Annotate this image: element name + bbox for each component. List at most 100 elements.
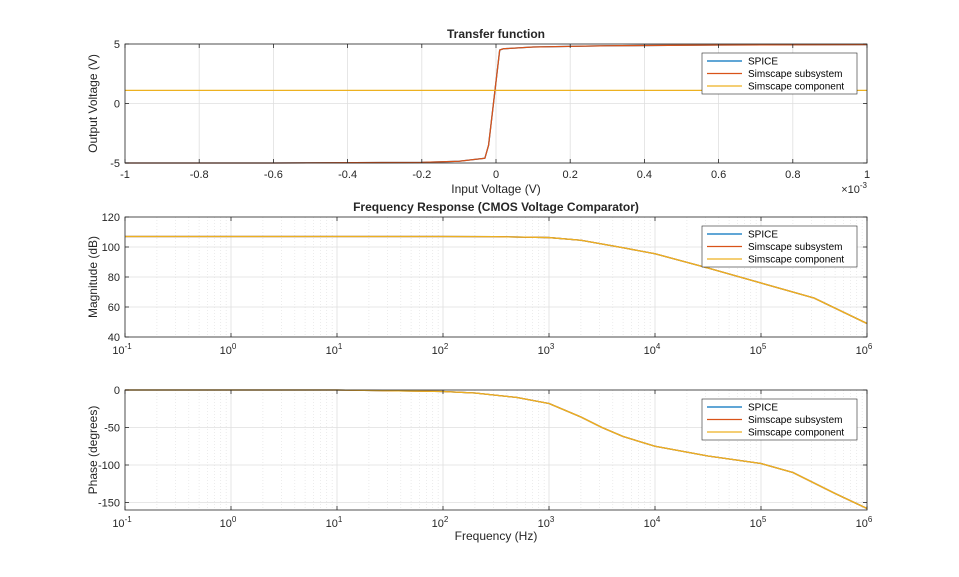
x-axis-label: Frequency (Hz) — [455, 529, 538, 543]
x-tick-label-exponent: -1 — [125, 515, 133, 524]
series-line-simscape-component — [125, 389, 868, 510]
chart-title: Transfer function — [447, 27, 545, 41]
x-tick-label: 103 — [538, 342, 555, 357]
x-tick-label: 0.8 — [785, 169, 800, 181]
x-tick-label-base: 10 — [856, 345, 868, 357]
x-tick-label-exponent: 0 — [232, 342, 237, 351]
x-tick-label-base: 10 — [750, 518, 762, 530]
y-tick-label: -5 — [110, 158, 120, 170]
legend-label: Simscape subsystem — [748, 69, 842, 80]
x-tick-label-base: 10 — [220, 518, 232, 530]
x-tick-label-base: 10 — [220, 345, 232, 357]
x-axis-exponent-base: ×10 — [841, 184, 860, 196]
x-tick-label-exponent: 5 — [762, 342, 767, 351]
x-tick-label: -1 — [120, 169, 130, 181]
x-tick-label-base: 10 — [432, 518, 444, 530]
x-tick-label-base: 10 — [326, 345, 338, 357]
series-line-simscape-subsystem — [125, 43, 868, 164]
y-axis-label: Phase (degrees) — [86, 406, 100, 495]
x-tick-label-exponent: 4 — [656, 342, 661, 351]
legend-label: SPICE — [748, 57, 778, 68]
y-tick-label: 0 — [114, 99, 120, 111]
y-tick-label: -150 — [98, 498, 120, 510]
x-tick-label: 10-1 — [112, 515, 132, 530]
x-tick-label: 101 — [326, 342, 343, 357]
y-tick-label: 60 — [108, 302, 120, 314]
x-tick-label-base: 10 — [750, 345, 762, 357]
x-tick-label: 102 — [432, 515, 449, 530]
x-tick-label-exponent: 2 — [444, 515, 449, 524]
y-tick-label: 0 — [114, 385, 120, 397]
legend-label: Simscape subsystem — [748, 415, 842, 426]
x-tick-label: 106 — [856, 515, 873, 530]
series-group — [125, 235, 868, 325]
y-tick-label: -50 — [104, 423, 120, 435]
y-tick-label: -100 — [98, 460, 120, 472]
y-tick-label: 5 — [114, 39, 120, 51]
x-axis-label: Input Voltage (V) — [451, 182, 540, 196]
plot-3: 10-1 100 101 102 103 104 105 106-150-100-500Fre… — [86, 385, 873, 543]
x-tick-label-exponent: 3 — [550, 515, 555, 524]
x-tick-label: -0.6 — [264, 169, 283, 181]
y-axis-label: Output Voltage (V) — [86, 54, 100, 153]
y-tick-label: 80 — [108, 272, 120, 284]
x-tick-label-base: 10 — [326, 518, 338, 530]
x-tick-label: -0.8 — [190, 169, 209, 181]
x-axis-exponent: ×10-3 — [841, 181, 867, 196]
legend-label: Simscape component — [748, 428, 844, 439]
x-tick-label: 105 — [750, 515, 767, 530]
x-tick-label-base: 10 — [112, 518, 124, 530]
x-tick-label-exponent: 1 — [338, 515, 343, 524]
axes-box — [124, 389, 868, 511]
x-tick-label: 100 — [220, 342, 237, 357]
x-tick-label-base: 10 — [538, 518, 550, 530]
x-tick-label-base: 10 — [856, 518, 868, 530]
x-tick-label: 0.6 — [711, 169, 726, 181]
legend-label: Simscape component — [748, 255, 844, 266]
y-tick-label: 120 — [102, 212, 120, 224]
y-tick-label: 100 — [102, 242, 120, 254]
plot-1: -1 -0.8 -0.6 -0.4 -0.2 0 0.2 0.4 0.6 0.8 1 -5 0 5 Tran… — [86, 27, 870, 196]
x-tick-label: 0.2 — [563, 169, 578, 181]
x-tick-label-exponent: 2 — [444, 342, 449, 351]
legend-label: Simscape component — [748, 82, 844, 93]
plot-2: 10-1 100 101 102 103 104 105 106406080100120Fre… — [86, 200, 873, 357]
x-tick-label-base: 10 — [112, 345, 124, 357]
legend-label: SPICE — [748, 403, 778, 414]
x-tick-label: 0.4 — [637, 169, 652, 181]
x-tick-label: 106 — [856, 342, 873, 357]
x-tick-label-exponent: 1 — [338, 342, 343, 351]
x-tick-label: 101 — [326, 515, 343, 530]
x-tick-label: 104 — [644, 515, 661, 530]
x-tick-label: 102 — [432, 342, 449, 357]
legend-label: Simscape subsystem — [748, 242, 842, 253]
x-tick-label: 104 — [644, 342, 661, 357]
x-tick-label: 1 — [864, 169, 870, 181]
x-tick-label-exponent: 4 — [656, 515, 661, 524]
x-tick-label-exponent: 0 — [232, 515, 237, 524]
x-tick-label: 10-1 — [112, 342, 132, 357]
x-tick-label-base: 10 — [644, 518, 656, 530]
legend-label: SPICE — [748, 230, 778, 241]
x-tick-label: 103 — [538, 515, 555, 530]
x-tick-label: 100 — [220, 515, 237, 530]
chart-title: Frequency Response (CMOS Voltage Compara… — [353, 200, 639, 214]
x-tick-label-exponent: 6 — [868, 515, 873, 524]
x-tick-label-exponent: 3 — [550, 342, 555, 351]
x-tick-label-exponent: -1 — [125, 342, 133, 351]
x-tick-label-exponent: 5 — [762, 515, 767, 524]
x-tick-label: 105 — [750, 342, 767, 357]
x-tick-label: 0 — [493, 169, 499, 181]
x-tick-label-base: 10 — [644, 345, 656, 357]
x-tick-label-exponent: 6 — [868, 342, 873, 351]
y-tick-label: 40 — [108, 332, 120, 344]
x-tick-label: -0.4 — [338, 169, 357, 181]
series-group — [125, 389, 868, 510]
x-tick-label: -0.2 — [412, 169, 431, 181]
x-axis-exponent-power: -3 — [860, 181, 868, 190]
x-tick-label-base: 10 — [538, 345, 550, 357]
